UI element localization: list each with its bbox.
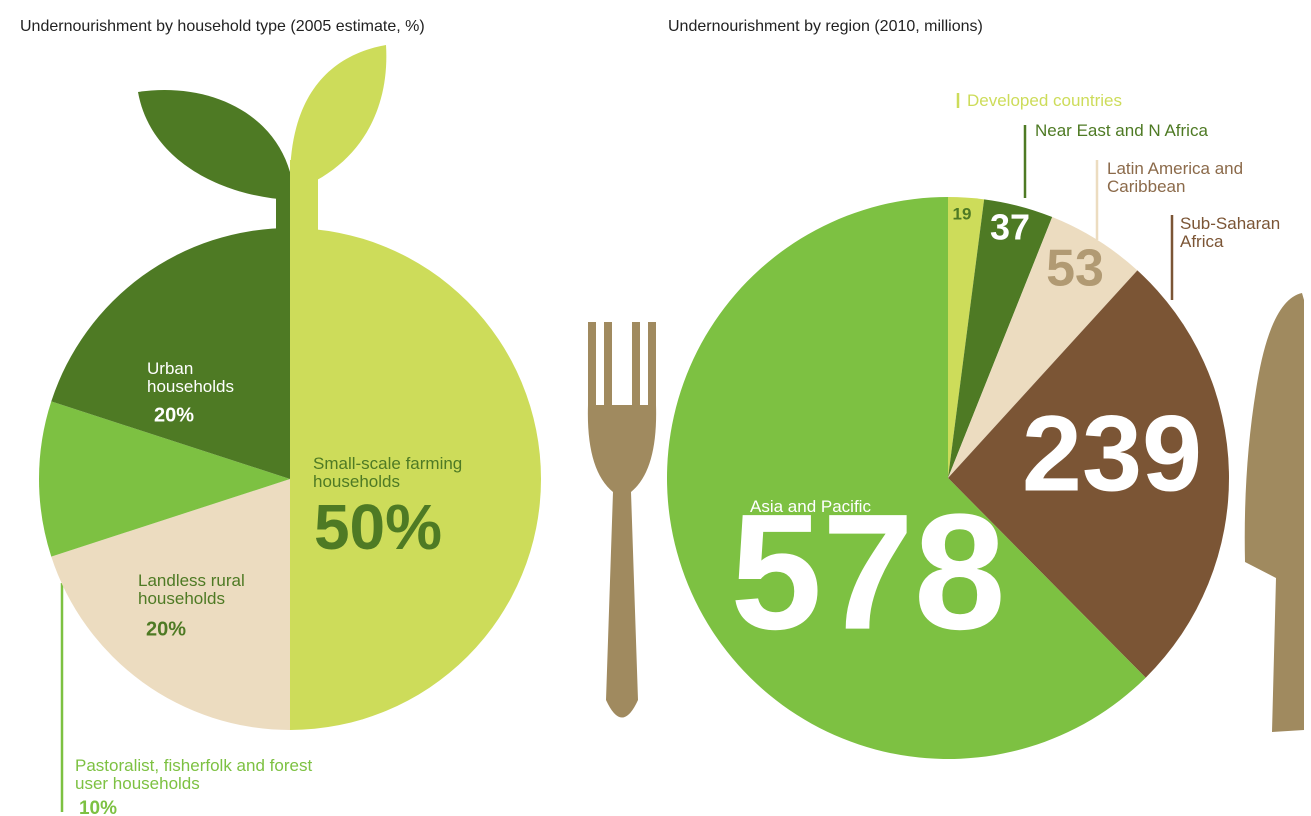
- pie-slice: [51, 479, 290, 730]
- value-label: 53: [1046, 240, 1104, 298]
- value-label: 37: [990, 207, 1030, 248]
- value-label: 50%: [314, 491, 442, 563]
- category-label: Near East and N Africa: [1035, 121, 1208, 140]
- fork: [587, 322, 657, 718]
- pie-slice: [948, 197, 985, 478]
- chart-title: Undernourishment by region (2010, millio…: [668, 18, 983, 35]
- category-label: Pastoralist, fisherfolk and forest user …: [75, 756, 313, 793]
- pie-slice: [948, 270, 1230, 678]
- category-label: Urban households: [147, 359, 234, 396]
- category-label: Landless rural households: [138, 571, 245, 608]
- leader-lines: [60, 93, 1174, 812]
- category-label: Sub-Saharan Africa: [1180, 214, 1281, 251]
- value-label: 20%: [154, 404, 194, 426]
- pie-slice: [290, 228, 541, 730]
- category-label: Developed countries: [967, 91, 1122, 110]
- value-label: 10%: [79, 798, 117, 816]
- pie-slice: [38, 401, 290, 557]
- value-label: 239: [1022, 393, 1202, 514]
- category-label: Latin America and Caribbean: [1107, 159, 1244, 196]
- pie-slice: [667, 197, 1146, 760]
- leaves: [138, 45, 387, 255]
- pie-slice: [948, 199, 1053, 478]
- leaf: [290, 45, 387, 192]
- value-label: 578: [730, 480, 1005, 664]
- value-label: 19: [953, 204, 972, 223]
- knife: [1244, 293, 1304, 732]
- category-label: Small-scale farming households: [313, 454, 463, 491]
- pie-slice: [948, 217, 1138, 479]
- pie-slice: [51, 228, 290, 479]
- category-label: Asia and Pacific: [750, 497, 871, 516]
- leaf: [138, 90, 290, 200]
- value-label: 20%: [146, 618, 186, 640]
- chart-title: Undernourishment by household type (2005…: [20, 18, 425, 35]
